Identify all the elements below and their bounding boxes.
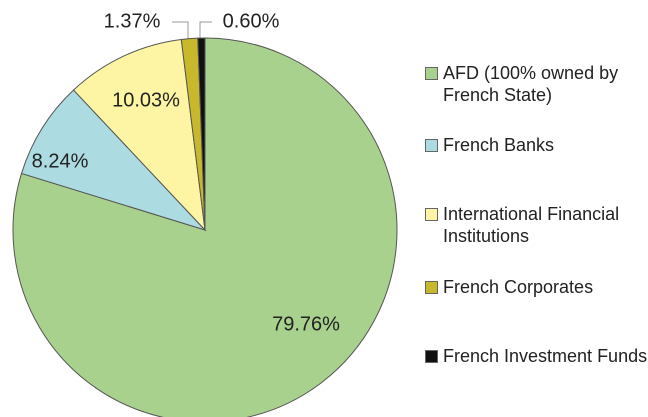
legend-item: International Financial Institutions (425, 203, 648, 247)
legend-swatch (425, 208, 438, 221)
pie-slice (72, 38, 206, 232)
legend-item: French Investment Funds (425, 345, 648, 367)
legend-label: French Banks (443, 135, 555, 155)
legend-label: International Financial Institutions (443, 204, 620, 246)
legend-label: French Investment Funds (443, 346, 648, 366)
legend-swatch (425, 350, 438, 363)
legend-item: French Corporates (425, 276, 648, 298)
data-label: 10.03% (112, 89, 180, 111)
leader-line (172, 21, 189, 40)
legend-item: French Banks (425, 134, 648, 156)
leader-line (199, 21, 212, 40)
legend-item: AFD (100% owned by French State) (425, 62, 648, 106)
data-label: 0.60% (223, 10, 280, 32)
legend-swatch (425, 67, 438, 80)
legend-swatch (425, 281, 438, 294)
legend-label: AFD (100% owned by French State) (443, 63, 619, 105)
legend-label: French Corporates (443, 277, 594, 297)
legend-swatch (425, 139, 438, 152)
pie-slice (197, 37, 206, 231)
pie-slice (12, 37, 398, 417)
pie-slice (20, 89, 207, 232)
data-label: 79.76% (272, 313, 340, 335)
data-label: 1.37% (104, 10, 161, 32)
data-label: 8.24% (32, 150, 89, 172)
